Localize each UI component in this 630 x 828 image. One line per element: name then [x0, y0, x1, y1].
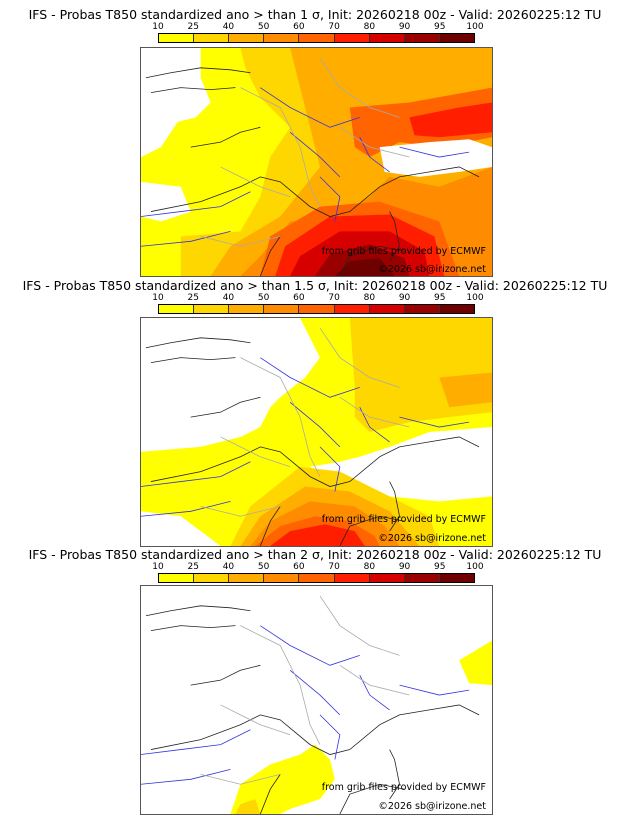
colorbar-tick: 25 [187, 293, 199, 303]
colorbar-swatch [369, 574, 405, 582]
no-signal-alps [379, 139, 492, 177]
colorbar-tick: 70 [328, 22, 340, 32]
colorbar-swatch [334, 574, 370, 582]
colorbar-tick: 50 [257, 562, 270, 572]
credit-source: from grib files provided by ECMWF [321, 782, 486, 793]
colorbar-swatch [194, 305, 230, 313]
colorbar [158, 33, 475, 43]
borders [200, 57, 410, 247]
prob-25 [235, 799, 261, 814]
colorbar-tick: 50 [257, 293, 270, 303]
colorbar-tick: 60 [293, 22, 305, 32]
colorbar-tick: 100 [466, 562, 484, 572]
prob-70 [270, 524, 365, 546]
colorbar-tick: 100 [466, 293, 484, 303]
colorbar-tick: 70 [328, 562, 340, 572]
no-signal-atlantic [141, 57, 201, 158]
colorbar-tick: 40 [222, 562, 235, 572]
colorbar-swatch [264, 34, 300, 42]
colorbar-tick: 70 [328, 293, 340, 303]
prob-40 [439, 372, 492, 408]
colorbar-swatch [229, 305, 265, 313]
credit-copyright: ©2026 sb@irizone.net [378, 533, 486, 544]
map-canvas [141, 48, 492, 276]
colorbar [158, 573, 475, 583]
colorbar-tick: 10 [152, 562, 164, 572]
colorbar-tick: 50 [257, 22, 270, 32]
colorbar-tick: 80 [363, 562, 376, 572]
colorbar-swatch [439, 305, 474, 313]
colorbar-tick: 40 [222, 22, 235, 32]
colorbar-tick: 60 [293, 562, 305, 572]
prob-70 [409, 102, 492, 138]
borders [200, 595, 410, 785]
colorbar-swatch [229, 34, 265, 42]
colorbar-swatch [229, 574, 265, 582]
colorbar-tick: 90 [398, 293, 411, 303]
credit-source: from grib files provided by ECMWF [321, 514, 486, 525]
colorbar-swatch [369, 305, 405, 313]
rivers [141, 357, 470, 517]
colorbar-tick: 60 [293, 293, 305, 303]
colorbar-swatch [439, 34, 474, 42]
colorbar-swatch [194, 574, 230, 582]
colorbar-tick: 90 [398, 22, 411, 32]
rivers [141, 625, 470, 785]
probability-map: from grib files provided by ECMWF ©2026 … [140, 585, 493, 815]
credit-copyright: ©2026 sb@irizone.net [378, 801, 486, 812]
colorbar-swatch [404, 574, 440, 582]
map-canvas [141, 318, 492, 546]
colorbar-swatch [334, 34, 370, 42]
colorbar-tick: 95 [434, 562, 446, 572]
coastline [145, 605, 480, 814]
colorbar-tick: 80 [363, 293, 376, 303]
coastline [145, 67, 480, 276]
colorbar-swatch [264, 305, 300, 313]
prob-95 [334, 258, 395, 276]
panel-title: IFS - Probas T850 standardized ano > tha… [22, 278, 608, 293]
panel-title: IFS - Probas T850 standardized ano > tha… [28, 7, 602, 22]
colorbar-ticks: 10 25 40 50 60 70 80 90 95 100 [152, 562, 483, 572]
colorbar-swatch [404, 305, 440, 313]
colorbar-tick: 80 [363, 22, 376, 32]
colorbar-tick: 10 [152, 293, 164, 303]
borders [200, 327, 410, 517]
map-canvas [141, 595, 492, 814]
coastline [145, 337, 480, 546]
colorbar-swatch [159, 34, 195, 42]
colorbar-tick: 40 [222, 293, 235, 303]
credit-source: from grib files provided by ECMWF [321, 246, 486, 257]
colorbar-swatch [299, 574, 335, 582]
colorbar [158, 304, 475, 314]
colorbar-tick: 95 [434, 22, 446, 32]
probability-map: from grib files provided by ECMWF ©2026 … [140, 47, 493, 277]
colorbar-tick: 25 [187, 562, 199, 572]
colorbar-swatch [369, 34, 405, 42]
panel-title: IFS - Probas T850 standardized ano > tha… [28, 547, 602, 562]
colorbar-ticks: 10 25 40 50 60 70 80 90 95 100 [152, 293, 483, 303]
colorbar-tick: 90 [398, 562, 411, 572]
credit-copyright: ©2026 sb@irizone.net [378, 264, 486, 275]
colorbar-tick: 25 [187, 22, 199, 32]
colorbar-swatch [299, 305, 335, 313]
colorbar-swatch [404, 34, 440, 42]
colorbar-tick: 95 [434, 293, 446, 303]
colorbar-swatch [334, 305, 370, 313]
rivers [141, 87, 470, 247]
colorbar-ticks: 10 25 40 50 60 70 80 90 95 100 [152, 22, 483, 32]
colorbar-swatch [439, 574, 474, 582]
colorbar-swatch [264, 574, 300, 582]
prob-10 [230, 744, 335, 814]
colorbar-tick: 100 [466, 22, 484, 32]
probability-map: from grib files provided by ECMWF ©2026 … [140, 317, 493, 547]
colorbar-tick: 10 [152, 22, 164, 32]
colorbar-swatch [159, 574, 195, 582]
colorbar-swatch [159, 305, 195, 313]
colorbar-swatch [194, 34, 230, 42]
prob-10-ne [459, 640, 492, 686]
colorbar-swatch [299, 34, 335, 42]
